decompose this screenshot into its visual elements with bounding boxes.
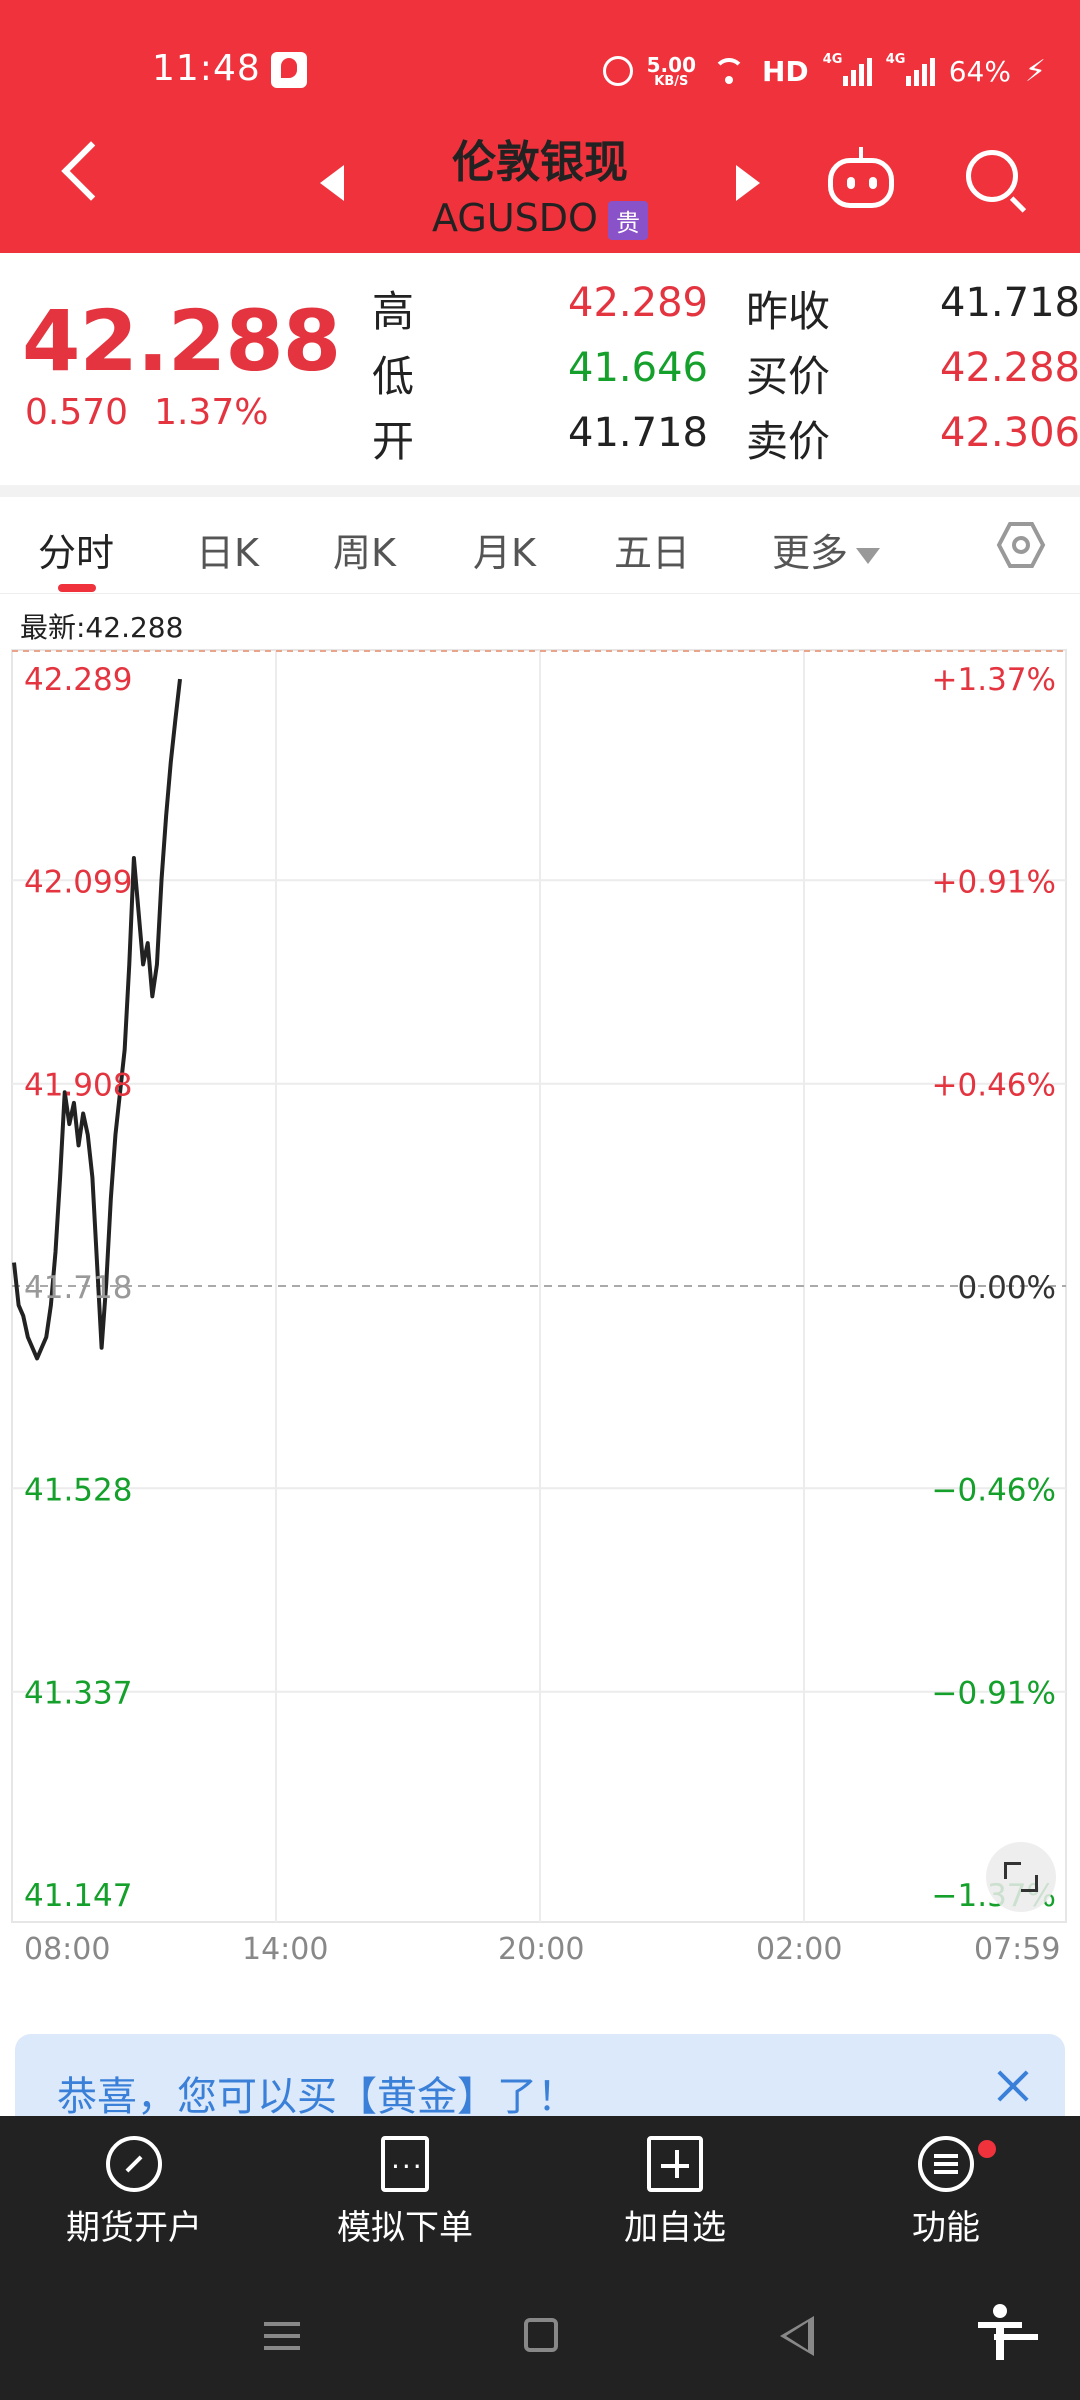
value-high: 42.289 xyxy=(568,280,708,326)
tab-daily-k[interactable]: 日K xyxy=(196,531,259,575)
futures-account-button[interactable]: 期货开户 xyxy=(24,2136,244,2249)
tab-active-indicator xyxy=(58,584,96,592)
quote-panel xyxy=(0,253,1080,485)
simulated-order-button[interactable]: 模拟下单 xyxy=(295,2136,515,2249)
y-tick-label: 41.147 xyxy=(24,1878,132,1914)
label-bid: 买价 xyxy=(746,352,831,401)
app-notification-icon xyxy=(271,52,307,88)
home-icon[interactable] xyxy=(524,2318,558,2352)
system-back-icon[interactable] xyxy=(780,2316,814,2356)
hd-indicator: HD xyxy=(762,54,809,88)
precious-metal-badge: 贵 xyxy=(607,201,648,240)
promo-text: 恭喜，您可以买【黄金】了！ xyxy=(57,2074,577,2120)
label-ask: 卖价 xyxy=(746,417,831,466)
y-tick-label: 41.528 xyxy=(24,1472,132,1508)
alarm-icon xyxy=(602,56,633,86)
value-open: 41.718 xyxy=(568,410,708,456)
tab-weekly-k[interactable]: 周K xyxy=(333,531,396,575)
prev-instrument-icon[interactable] xyxy=(320,165,344,201)
intraday-chart[interactable]: 42.289 +1.37% 42.099 +0.91% 41.908 +0.46% 41.7… xyxy=(0,640,1080,1930)
bottom-toolbar xyxy=(0,2116,1080,2286)
y-tick-label: 41.908 xyxy=(24,1068,132,1104)
signal-1-icon: 4G xyxy=(823,52,872,86)
functions-menu-icon xyxy=(918,2136,974,2192)
add-watchlist-button[interactable]: 加自选 xyxy=(565,2136,785,2249)
value-bid: 42.288 xyxy=(940,345,1080,391)
x-tick-label: 14:00 xyxy=(242,1932,329,1967)
y-pct-label: −0.46% xyxy=(932,1472,1056,1508)
y-tick-label: 42.289 xyxy=(24,662,132,698)
wifi-icon xyxy=(710,56,748,86)
y-pct-label: +0.91% xyxy=(932,864,1056,900)
notification-dot xyxy=(978,2140,996,2158)
tab-intraday[interactable]: 分时 xyxy=(38,531,115,575)
add-watchlist-icon xyxy=(647,2136,703,2192)
charging-icon: ⚡ xyxy=(1024,53,1046,89)
x-tick-label: 20:00 xyxy=(498,1932,585,1967)
search-icon[interactable] xyxy=(966,150,1018,202)
recent-apps-icon[interactable] xyxy=(264,2322,300,2326)
caret-down-icon xyxy=(856,547,881,564)
fullscreen-expand-icon[interactable] xyxy=(986,1842,1056,1912)
top-header: 11:48 5.00 KB/S HD 4G 4G 64% ⚡ xyxy=(0,0,1080,253)
change-percent: 1.37% xyxy=(154,392,269,433)
price-change: 0.570 1.37% xyxy=(25,392,294,433)
latest-price-label: 最新:42.288 xyxy=(20,611,184,644)
system-navigation-bar xyxy=(0,2286,1080,2400)
status-time: 11:48 xyxy=(152,48,261,89)
y-tick-label: 41.718 xyxy=(24,1270,132,1306)
functions-button[interactable]: 功能 xyxy=(836,2136,1056,2249)
tab-five-day[interactable]: 五日 xyxy=(614,531,691,575)
settings-hexagon-icon[interactable] xyxy=(996,520,1046,570)
value-ask: 42.306 xyxy=(940,410,1080,456)
status-bar: 11:48 5.00 KB/S HD 4G 4G 64% ⚡ xyxy=(0,0,1080,140)
instrument-title: 伦敦银现 xyxy=(452,137,628,188)
status-icons: 5.00 KB/S HD 4G 4G 64% ⚡ xyxy=(602,50,1046,92)
tab-more[interactable]: 更多 xyxy=(772,522,881,577)
value-prev-close: 41.718 xyxy=(940,280,1080,326)
label-prev-close: 昨收 xyxy=(746,287,831,336)
battery-percent: 64% xyxy=(948,54,1011,88)
y-tick-label: 42.099 xyxy=(24,864,132,900)
x-tick-label: 07:59 xyxy=(974,1932,1061,1967)
y-pct-label: +0.46% xyxy=(932,1068,1056,1104)
futures-account-icon xyxy=(106,2136,162,2192)
signal-2-icon: 4G xyxy=(886,52,935,86)
x-tick-label: 02:00 xyxy=(756,1932,843,1967)
instrument-code: AGUSDO 贵 xyxy=(0,196,1080,240)
robot-assistant-icon[interactable] xyxy=(828,147,894,208)
close-icon[interactable] xyxy=(995,2068,1031,2104)
y-tick-label: 41.337 xyxy=(24,1676,132,1712)
label-open: 开 xyxy=(372,417,415,466)
accessibility-icon-body xyxy=(996,2324,1004,2360)
y-pct-label: 0.00% xyxy=(958,1270,1056,1306)
y-pct-label: +1.37% xyxy=(932,662,1056,698)
price-series-line xyxy=(12,678,182,1361)
label-low: 低 xyxy=(372,352,415,401)
last-price: 42.288 xyxy=(22,292,341,390)
simulated-order-icon xyxy=(381,2136,429,2192)
label-high: 高 xyxy=(372,287,415,336)
y-pct-label: −0.91% xyxy=(932,1676,1056,1712)
value-low: 41.646 xyxy=(568,345,708,391)
change-value: 0.570 xyxy=(25,392,129,433)
net-speed: 5.00 KB/S xyxy=(646,52,696,89)
x-tick-label: 08:00 xyxy=(24,1932,111,1967)
chart-tabs xyxy=(0,497,1080,594)
section-divider xyxy=(0,485,1080,497)
next-instrument-icon[interactable] xyxy=(736,165,760,201)
tab-monthly-k[interactable]: 月K xyxy=(473,531,536,575)
